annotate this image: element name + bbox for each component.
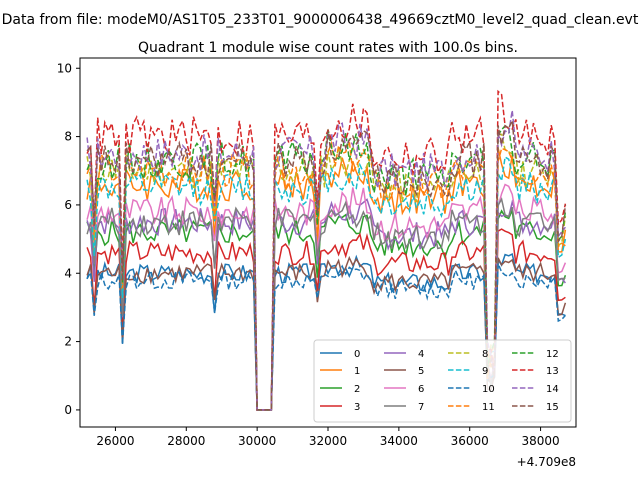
legend-label-3: 3 — [354, 402, 360, 413]
x-tick-label: 34000 — [380, 434, 418, 448]
y-tick-label: 6 — [64, 198, 72, 212]
legend-label-9: 9 — [482, 366, 488, 377]
legend-label-11: 11 — [482, 402, 495, 413]
y-tick-label: 10 — [57, 61, 72, 75]
legend-label-6: 6 — [418, 384, 424, 395]
legend-label-13: 13 — [546, 366, 559, 377]
y-tick-label: 8 — [64, 130, 72, 144]
x-tick-label: 38000 — [521, 434, 559, 448]
legend-label-10: 10 — [482, 384, 495, 395]
legend-label-7: 7 — [418, 402, 424, 413]
legend-label-2: 2 — [354, 384, 360, 395]
x-tick-label: 28000 — [167, 434, 205, 448]
figure-suptitle: Data from file: modeM0/AS1T05_233T01_900… — [2, 12, 639, 28]
x-tick-label: 26000 — [96, 434, 134, 448]
x-axis: 26000 28000 30000 32000 34000 36000 38000 — [96, 427, 560, 448]
series-line-14 — [86, 110, 566, 411]
y-tick-label: 2 — [64, 335, 72, 349]
legend-label-5: 5 — [418, 366, 424, 377]
y-tick-label: 4 — [64, 266, 72, 280]
legend-label-8: 8 — [482, 349, 488, 360]
series-line-15 — [86, 117, 567, 411]
chart-title: Quadrant 1 module wise count rates with … — [138, 40, 518, 56]
legend-label-15: 15 — [546, 402, 559, 413]
legend-label-14: 14 — [546, 384, 559, 395]
legend-label-4: 4 — [418, 349, 424, 360]
x-tick-label: 30000 — [238, 434, 276, 448]
y-axis: 0 2 4 6 8 10 — [57, 61, 80, 417]
x-offset-label: +4.709e8 — [517, 455, 576, 469]
legend-box — [313, 339, 572, 423]
legend-label-0: 0 — [354, 349, 360, 360]
series-line-10 — [86, 263, 566, 411]
x-tick-label: 32000 — [309, 434, 347, 448]
series-lines — [86, 89, 567, 411]
legend-label-1: 1 — [354, 366, 360, 377]
x-tick-label: 36000 — [451, 434, 489, 448]
y-tick-label: 0 — [64, 403, 72, 417]
legend-label-12: 12 — [546, 349, 559, 360]
